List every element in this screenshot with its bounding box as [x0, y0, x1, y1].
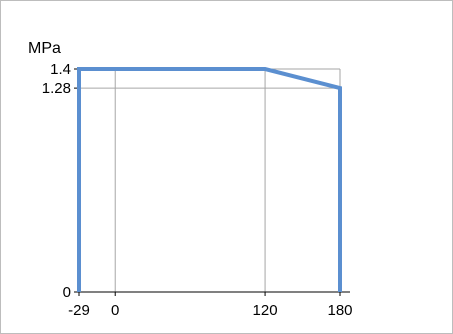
x-tick-labels: -29 0 120 180: [68, 302, 352, 319]
y-tick-label: 0: [63, 284, 71, 301]
series-layer: [77, 67, 342, 293]
y-axis-unit-label: MPa: [28, 40, 61, 57]
x-tick-label: -29: [68, 302, 90, 319]
y-tick-labels: 0 1.28 1.4: [42, 61, 71, 301]
series-line: [77, 67, 342, 292]
x-tick-label: 0: [111, 302, 119, 319]
y-tick-label: 1.4: [50, 61, 71, 78]
x-tick-label: 120: [253, 302, 278, 319]
y-tick-label: 1.28: [42, 80, 71, 97]
x-tick-label: 180: [327, 302, 352, 319]
grid-lines: [78, 68, 341, 293]
